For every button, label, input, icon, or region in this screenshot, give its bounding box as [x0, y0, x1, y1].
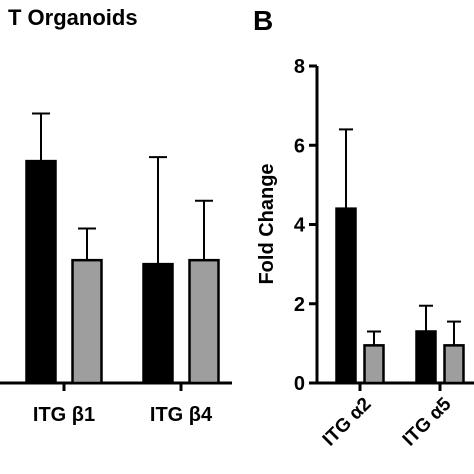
panel-b-bar	[415, 330, 437, 385]
panel-b-bar	[335, 207, 357, 385]
panel-b-y-tick-label: 2	[294, 294, 305, 316]
panel-b-plot: 0 2 4 6 8 ITG α2 ITG α5	[294, 56, 474, 450]
panel-b-category-label: ITG α5	[399, 393, 456, 450]
panel-a-bar	[188, 258, 220, 385]
panel-a-bar	[71, 258, 103, 385]
panel-b-y-axis-label: Fold Change	[256, 163, 278, 284]
panel-a-bar	[142, 262, 174, 385]
panel-b-label: B	[253, 5, 273, 36]
panel-b-y-tick-label: 6	[294, 135, 305, 157]
panel-b-category-label: ITG α2	[319, 394, 376, 451]
panel-a-plot: ITG β1 ITG β4	[0, 112, 232, 426]
panel-b-y-tick-label: 8	[294, 56, 305, 78]
panel-a-category-label: ITG β1	[33, 404, 95, 426]
panel-b-bar	[443, 344, 465, 385]
panel-a-bar	[25, 159, 57, 385]
panel-a-category-label: ITG β4	[150, 404, 213, 426]
panel-b-y-tick-label: 4	[294, 215, 306, 237]
panel-b-y-tick-label: 0	[294, 373, 305, 395]
panel-b-bar	[363, 344, 385, 385]
panel-a-title: T Organoids	[8, 5, 138, 30]
